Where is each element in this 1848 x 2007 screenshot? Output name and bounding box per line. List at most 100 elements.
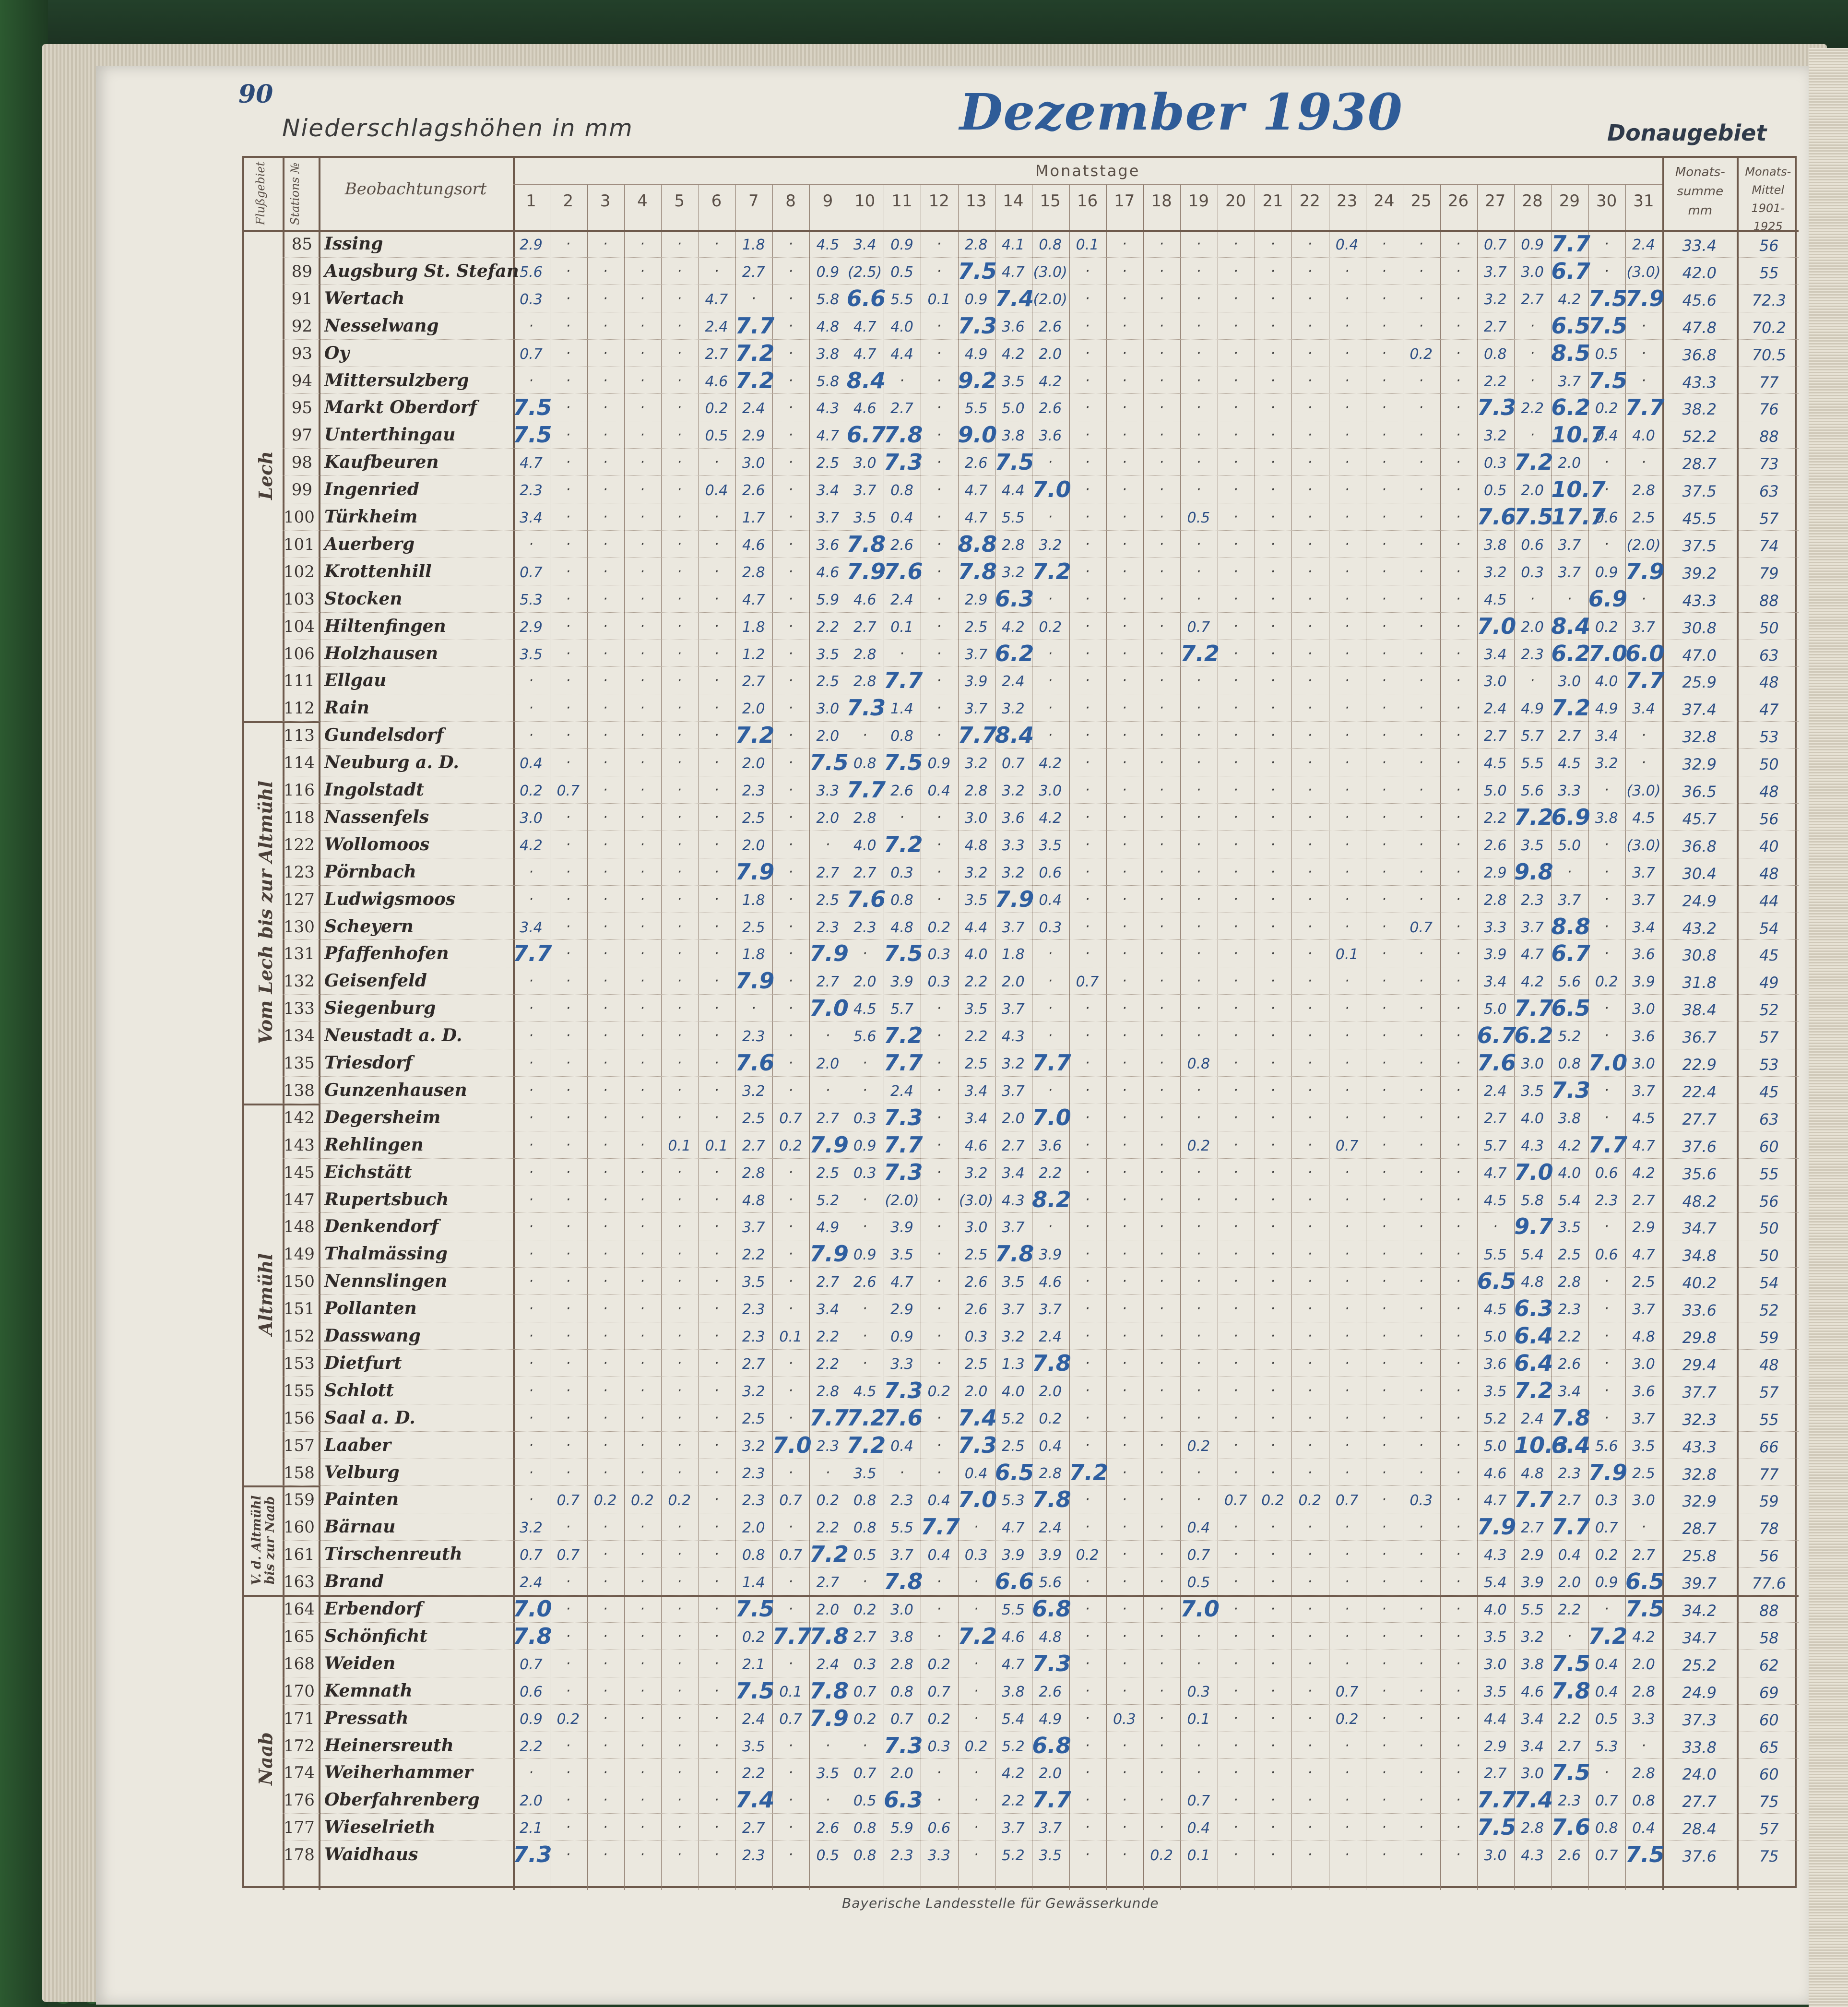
day-cell: · xyxy=(529,1764,533,1781)
day-cell: 3.8 xyxy=(1521,1656,1544,1673)
day-cell: · xyxy=(1196,973,1201,990)
day-cell: · xyxy=(1270,1273,1275,1290)
day-cell: · xyxy=(1344,973,1350,990)
day-cell: 6.3 xyxy=(884,1787,923,1813)
day-cell: · xyxy=(1159,1737,1164,1754)
day-cell: · xyxy=(677,1273,682,1290)
monthly-mean: 50 xyxy=(1759,755,1779,774)
day-cell: · xyxy=(677,427,682,444)
monthly-mean: 50 xyxy=(1759,1247,1779,1265)
day-cell: 4.3 xyxy=(1521,1137,1544,1154)
day-cell: · xyxy=(640,1136,645,1153)
day-cell: · xyxy=(714,918,719,935)
day-cell: · xyxy=(640,1792,645,1809)
day-cell: · xyxy=(1419,1300,1423,1318)
day-cell: · xyxy=(1122,563,1127,580)
day-cell: · xyxy=(1344,1464,1350,1481)
monthly-mean: 65 xyxy=(1759,1738,1779,1757)
day-cell: · xyxy=(1382,1328,1386,1344)
day-cell: · xyxy=(677,1081,682,1099)
day-cell: (2.0) xyxy=(1626,536,1661,554)
day-cell: · xyxy=(1270,236,1275,252)
day-cell: 3.7 xyxy=(1002,1820,1025,1837)
day-cell: · xyxy=(1344,891,1350,908)
day-cell: · xyxy=(1196,1300,1201,1318)
station-name: Dietfurt xyxy=(324,1353,402,1373)
day-cell: · xyxy=(1307,1328,1313,1344)
day-cell: · xyxy=(566,427,571,444)
day-cell: · xyxy=(1307,1546,1313,1563)
day-cell: 5.4 xyxy=(1521,1247,1544,1264)
station-number: 168 xyxy=(284,1654,315,1674)
day-header-25: 25 xyxy=(1410,191,1432,211)
day-header-9: 9 xyxy=(822,191,833,211)
day-header-10: 10 xyxy=(854,191,876,211)
day-cell: · xyxy=(1196,1246,1201,1263)
day-cell: 7.7 xyxy=(1032,1787,1071,1813)
day-cell: · xyxy=(936,1627,942,1645)
day-cell: · xyxy=(1159,1682,1164,1699)
day-cell: 4.2 xyxy=(1039,755,1062,772)
day-cell: · xyxy=(1456,1218,1461,1235)
day-cell: 7.3 xyxy=(958,312,997,339)
day-cell: 7.6 xyxy=(884,558,923,584)
station-name: Heinersreuth xyxy=(324,1735,454,1756)
day-cell: 0.4 xyxy=(520,755,543,772)
day-cell: · xyxy=(1604,836,1609,853)
day-cell: 1.8 xyxy=(742,946,765,963)
day-cell: 2.6 xyxy=(816,1820,840,1837)
day-cell: 2.7 xyxy=(742,1137,765,1154)
day-cell: · xyxy=(603,836,608,853)
day-cell: 0.2 xyxy=(742,1628,765,1646)
day-cell: · xyxy=(1270,1328,1275,1344)
day-cell: · xyxy=(566,1573,571,1591)
day-cell: · xyxy=(936,454,942,471)
day-cell: · xyxy=(1159,509,1164,525)
station-number: 100 xyxy=(284,508,315,527)
day-cell: · xyxy=(714,863,719,880)
day-cell: · xyxy=(566,618,571,635)
station-name: Rain xyxy=(324,698,369,718)
day-cell: 4.6 xyxy=(705,373,728,390)
day-cell: 0.5 xyxy=(1483,482,1507,499)
day-cell: · xyxy=(1307,236,1313,252)
day-cell: · xyxy=(1270,290,1275,307)
day-cell: · xyxy=(640,1437,645,1454)
day-cell: 1.3 xyxy=(1002,1355,1025,1373)
day-cell: · xyxy=(714,1710,719,1727)
day-cell: · xyxy=(1307,1382,1313,1399)
station-number: 113 xyxy=(284,726,315,746)
row-divider xyxy=(283,339,1799,340)
monthly-mean: 55 xyxy=(1759,263,1779,282)
day-cell: · xyxy=(1270,481,1275,499)
day-cell: 3.4 xyxy=(964,1110,988,1127)
monthly-sum: 27.7 xyxy=(1682,1110,1717,1128)
day-cell: · xyxy=(1382,836,1386,853)
day-cell: 5.6 xyxy=(520,263,543,281)
day-cell: · xyxy=(640,863,645,880)
day-cell: 7.5 xyxy=(1588,285,1628,311)
station-number: 163 xyxy=(284,1572,315,1592)
day-cell: · xyxy=(1122,754,1127,772)
day-cell: 2.5 xyxy=(1558,1247,1581,1264)
day-cell: · xyxy=(1382,1764,1386,1781)
day-cell: · xyxy=(677,372,682,389)
day-cell: 2.5 xyxy=(742,1410,765,1427)
day-cell: · xyxy=(1196,372,1201,389)
day-cell: · xyxy=(677,1300,682,1318)
station-number: 165 xyxy=(284,1627,315,1646)
day-cell: · xyxy=(788,1055,793,1071)
day-cell: (3.0) xyxy=(1626,263,1661,281)
station-name: Brand xyxy=(324,1571,384,1592)
day-cell: · xyxy=(1233,1246,1238,1263)
day-cell: · xyxy=(1233,945,1238,962)
day-cell: 0.7 xyxy=(1595,1793,1618,1810)
day-cell: · xyxy=(1307,1300,1313,1318)
day-cell: 5.6 xyxy=(1558,974,1581,991)
day-cell: 0.4 xyxy=(1187,1520,1210,1537)
day-cell: · xyxy=(788,1737,793,1754)
day-cell: · xyxy=(1122,1300,1127,1318)
day-cell: · xyxy=(1196,290,1201,307)
day-cell: 6.5 xyxy=(1551,995,1590,1021)
day-column-divider xyxy=(1106,184,1107,1890)
